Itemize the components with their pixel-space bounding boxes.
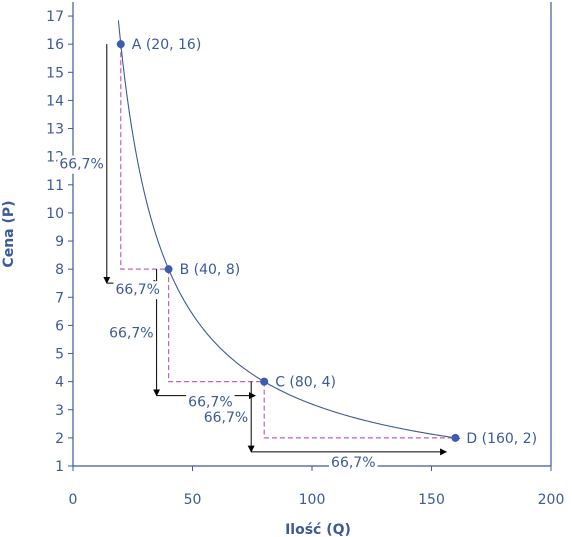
x-tick-label: 200	[538, 492, 565, 508]
percent-label: 66,7%	[109, 325, 153, 341]
point-a	[117, 40, 125, 48]
y-tick-label: 9	[55, 234, 64, 250]
point-label-b: B (40, 8)	[180, 262, 241, 278]
percent-label: 66,7%	[59, 157, 103, 173]
y-tick-label: 11	[46, 178, 64, 194]
percent-arrows	[107, 44, 447, 452]
y-tick-label: 15	[46, 65, 64, 81]
y-tick-label: 3	[55, 403, 64, 419]
x-tick-label: 0	[69, 492, 78, 508]
percent-label: 66,7%	[204, 410, 248, 426]
x-tick-label: 100	[299, 492, 326, 508]
point-label-c: C (80, 4)	[275, 375, 336, 391]
percent-label: 66,7%	[331, 455, 375, 471]
y-tick-label: 14	[46, 93, 64, 109]
point-b	[165, 265, 173, 273]
point-label-d: D (160, 2)	[466, 431, 537, 447]
y-tick-label: 4	[55, 375, 64, 391]
percent-label: 66,7%	[115, 282, 159, 298]
x-tick-label: 50	[184, 492, 202, 508]
y-tick-label: 13	[46, 122, 64, 138]
x-axis-title: Ilość (Q)	[285, 522, 351, 537]
point-label-a: A (20, 16)	[132, 37, 201, 53]
percent-labels: 66,7%66,7%66,7%66,7%66,7%66,7%	[57, 156, 377, 472]
y-tick-label: 16	[46, 37, 64, 53]
y-axis-title: Cena (P)	[1, 200, 17, 267]
y-tick-label: 6	[55, 318, 64, 334]
x-tick-label: 150	[418, 492, 445, 508]
y-tick-label: 2	[55, 431, 64, 447]
percent-label: 66,7%	[188, 395, 232, 411]
data-points: A (20, 16) B (40, 8) C (80, 4) D (160, 2)	[117, 37, 537, 447]
axes	[73, 2, 551, 466]
y-tick-label: 10	[46, 206, 64, 222]
y-tick-label: 7	[55, 290, 64, 306]
guide-dashed-line	[121, 44, 169, 269]
y-tick-label: 1	[55, 459, 64, 475]
y-tick-label: 8	[55, 262, 64, 278]
y-tick-label: 5	[55, 347, 64, 363]
point-d	[451, 434, 459, 442]
point-c	[260, 378, 268, 386]
guide-dashed-line	[169, 269, 265, 381]
y-tick-label: 17	[46, 9, 64, 25]
